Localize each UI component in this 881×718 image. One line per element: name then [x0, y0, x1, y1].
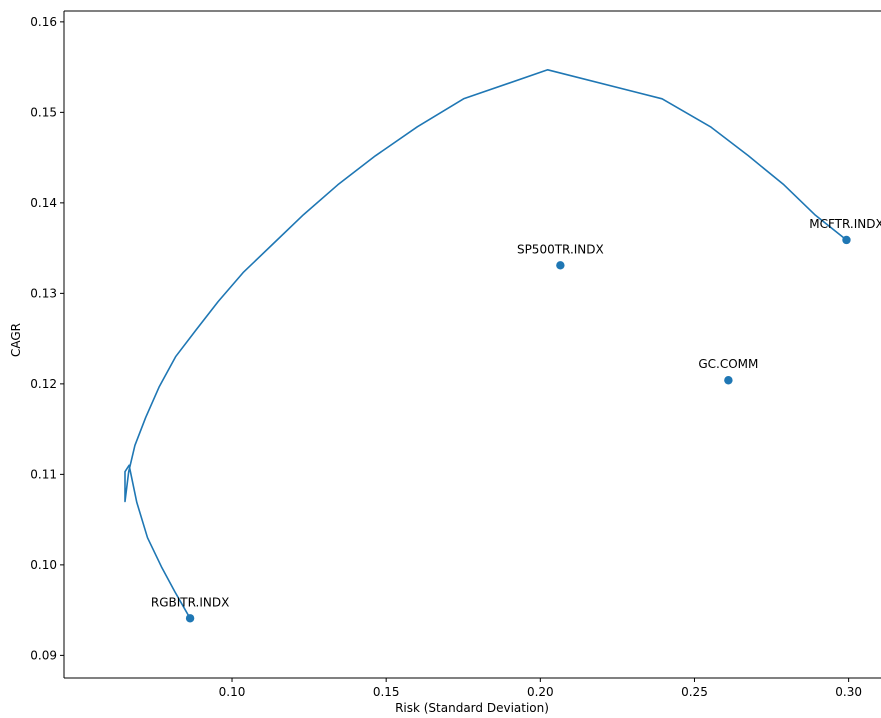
- axes-frame: [63, 10, 881, 679]
- y-tick-label: 0.14: [30, 196, 57, 210]
- y-tick-label: 0.12: [30, 377, 57, 391]
- asset-label: MCFTR.INDX: [809, 217, 881, 231]
- y-tick-label: 0.10: [30, 558, 57, 572]
- x-tick-label: 0.25: [681, 685, 708, 699]
- y-axis-title: CAGR: [9, 323, 23, 357]
- asset-point: MCFTR.INDX: [809, 217, 881, 245]
- x-tick-label: 0.20: [527, 685, 554, 699]
- x-tick-label: 0.10: [219, 685, 246, 699]
- asset-label: GC.COMM: [698, 357, 758, 371]
- x-tick-label: 0.15: [373, 685, 400, 699]
- y-tick-label: 0.11: [30, 467, 57, 481]
- asset-marker: [556, 261, 565, 270]
- asset-points: RGBITR.INDX SP500TR.INDX GC.COMM MCFTR.INDX: [151, 217, 881, 623]
- asset-point: SP500TR.INDX: [517, 242, 604, 270]
- asset-marker: [842, 235, 851, 245]
- y-tick-label: 0.16: [30, 15, 57, 29]
- asset-marker: [724, 376, 733, 385]
- y-tick-label: 0.13: [30, 286, 57, 300]
- x-axis: 0.10 0.15 0.20 0.25 0.30: [219, 678, 862, 699]
- asset-label: SP500TR.INDX: [517, 242, 604, 256]
- x-axis-title: Risk (Standard Deviation): [395, 701, 549, 715]
- frontier-line: [124, 69, 847, 619]
- asset-point: RGBITR.INDX: [151, 595, 229, 623]
- y-axis: 0.09 0.10 0.11 0.12 0.13 0.14 0.15 0.16: [30, 15, 64, 662]
- asset-marker: [185, 614, 195, 623]
- y-tick-label: 0.09: [30, 648, 57, 662]
- frontier-curve: [124, 69, 847, 619]
- asset-point: GC.COMM: [698, 357, 758, 385]
- asset-label: RGBITR.INDX: [151, 595, 229, 609]
- x-tick-label: 0.30: [835, 685, 862, 699]
- y-tick-label: 0.15: [30, 105, 57, 119]
